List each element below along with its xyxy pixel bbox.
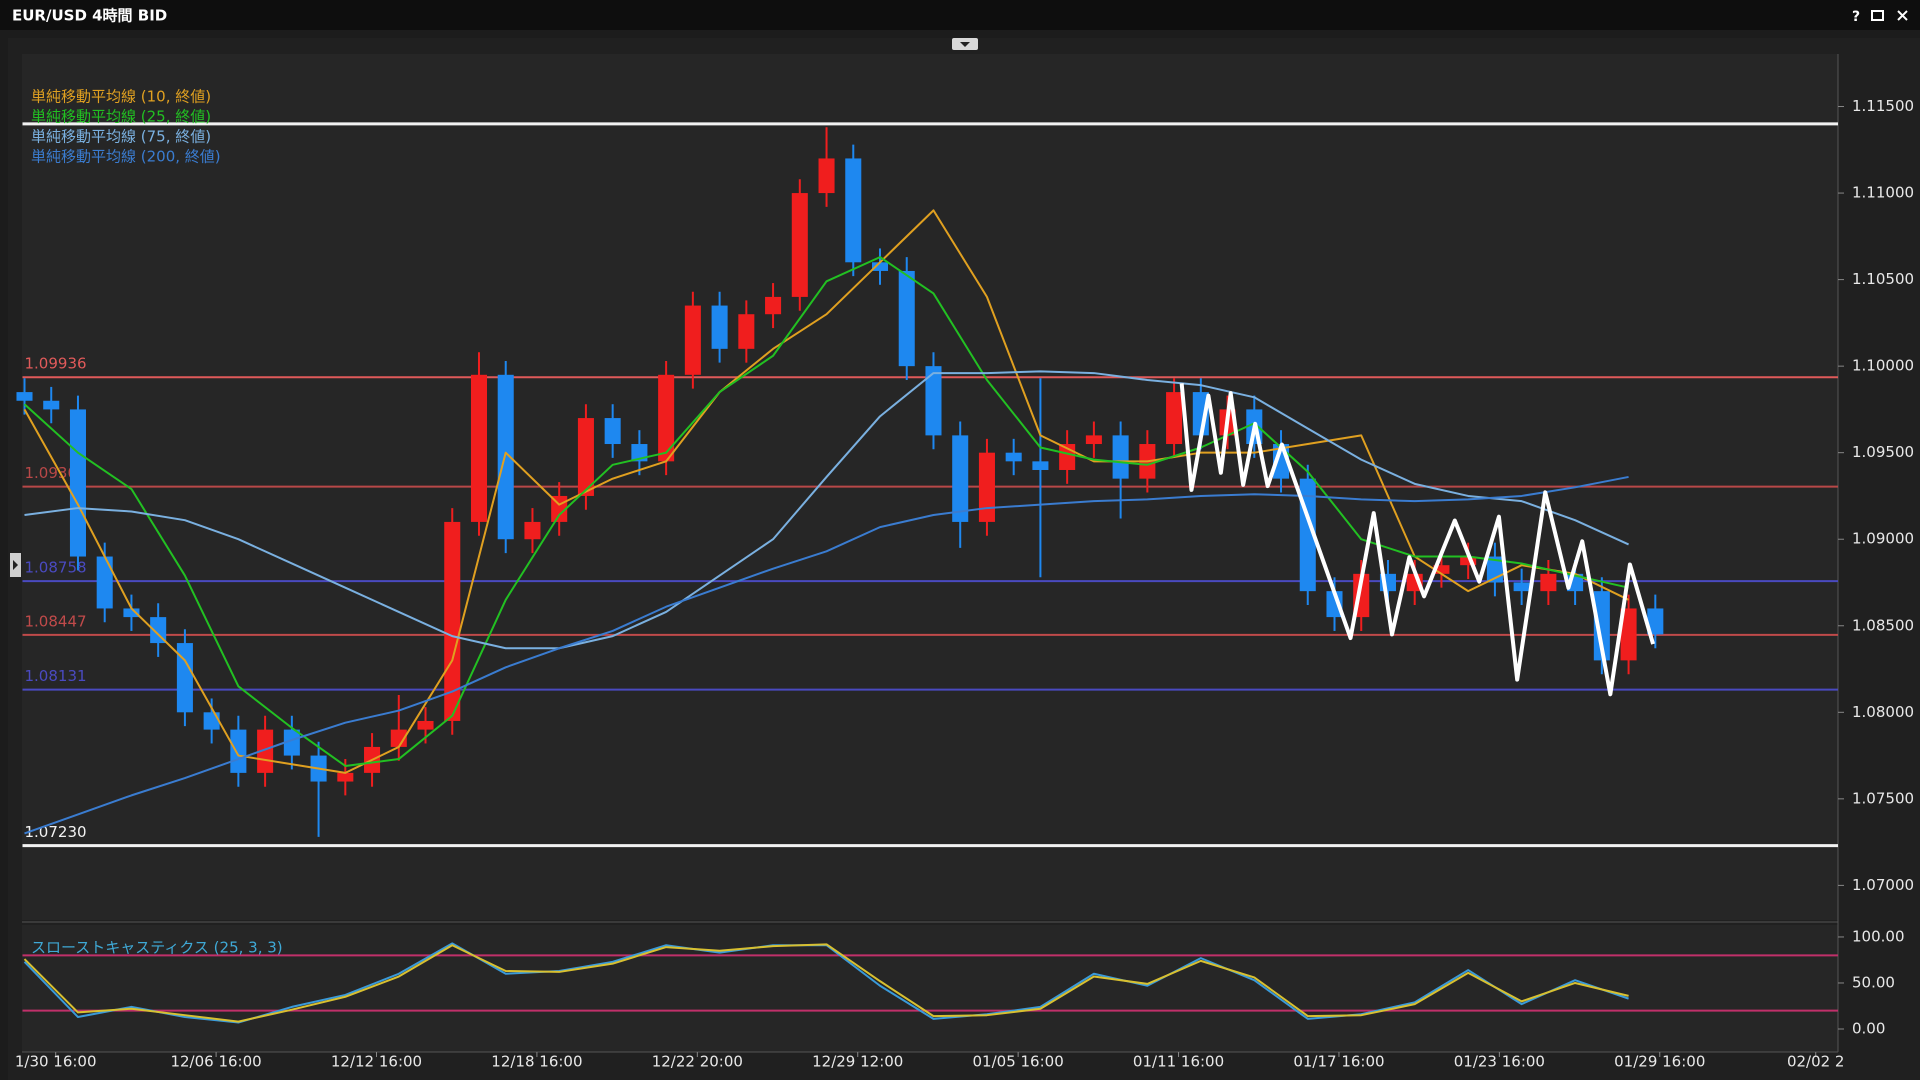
candle-body — [1112, 435, 1129, 479]
x-tick-label: 02/02 2 — [1787, 1053, 1845, 1071]
y-tick-label: 1.08500 — [1852, 616, 1914, 634]
candle-body — [978, 452, 995, 522]
candle-body — [497, 374, 514, 540]
y-tick-label: 1.09000 — [1852, 530, 1914, 548]
stochastic-plot-area — [22, 925, 1838, 1052]
candle-body — [1620, 608, 1637, 661]
x-tick-label: 01/29 16:00 — [1614, 1053, 1705, 1071]
candle-body — [845, 158, 862, 263]
candle-body — [1647, 608, 1664, 635]
x-tick-label: 01/23 16:00 — [1454, 1053, 1545, 1071]
legend-entry: 単純移動平均線 (75, 終値) — [31, 128, 211, 146]
candle-body — [16, 392, 33, 401]
oscillator-line — [23, 943, 1629, 1023]
candle-body — [604, 418, 621, 445]
candle-body — [1085, 435, 1102, 445]
y-tick-label: 0.00 — [1852, 1019, 1885, 1037]
close-button[interactable] — [1897, 10, 1908, 21]
x-tick-label: 12/29 12:00 — [812, 1053, 903, 1071]
help-button[interactable]: ? — [1852, 9, 1860, 25]
candle-body — [711, 305, 728, 349]
candle-body — [577, 418, 594, 496]
y-tick-label: 1.11000 — [1852, 184, 1914, 202]
title-bar — [0, 0, 1920, 30]
candle-body — [1326, 591, 1343, 618]
candle-body — [43, 400, 60, 410]
candle-body — [925, 366, 942, 436]
candle-body — [390, 729, 407, 747]
level-label: 1.07230 — [25, 823, 87, 841]
moving-average-line — [24, 370, 1629, 650]
candle-body — [871, 262, 889, 271]
y-tick-label: 1.10000 — [1852, 357, 1914, 375]
collapse-arrow — [960, 42, 970, 47]
candle-body — [1593, 591, 1610, 661]
moving-average-line — [23, 256, 1629, 767]
legend-entry: 単純移動平均線 (25, 終値) — [31, 108, 211, 126]
candle-body — [524, 521, 541, 540]
legend-entry: 単純移動平均線 (200, 終値) — [31, 148, 221, 166]
x-tick-label: 1/30 16:00 — [15, 1053, 97, 1071]
candle-body — [417, 720, 434, 730]
x-tick-label: 12/12 16:00 — [331, 1053, 422, 1071]
candle-body — [658, 374, 675, 462]
y-tick-label: 1.07000 — [1852, 876, 1914, 894]
level-label: 1.08131 — [25, 667, 87, 685]
candle-body — [1433, 565, 1450, 574]
y-tick-label: 1.07500 — [1852, 789, 1914, 807]
candle-body — [150, 617, 167, 644]
candle-body — [69, 409, 86, 557]
candle-body — [1166, 392, 1183, 445]
plot-layer: 1.07000 1.07500 1.08000 1.08500 1.09000 1.095… — [15, 88, 1914, 1071]
candle-body — [738, 314, 755, 349]
candle-body — [1540, 573, 1557, 592]
x-tick-label: 01/11 16:00 — [1133, 1053, 1224, 1071]
moving-average-line — [23, 209, 1630, 774]
candle-body — [818, 158, 835, 194]
y-tick-label: 1.11500 — [1852, 97, 1914, 115]
moving-average-line — [24, 475, 1629, 835]
candle-body — [684, 305, 701, 375]
candle-body — [176, 643, 193, 713]
candle-body — [337, 772, 354, 782]
level-label: 1.08447 — [25, 612, 87, 630]
y-tick-label: 1.09500 — [1852, 443, 1914, 461]
candle-body — [444, 521, 461, 721]
level-label: 1.08758 — [25, 559, 87, 577]
candle-body — [470, 374, 488, 522]
x-tick-label: 12/22 20:00 — [652, 1053, 743, 1071]
candle-body — [230, 729, 247, 773]
x-tick-label: 01/17 16:00 — [1293, 1053, 1384, 1071]
candle-body — [765, 296, 782, 315]
candle-body — [1460, 556, 1477, 566]
x-tick-label: 01/05 16:00 — [973, 1053, 1064, 1071]
candle-body — [1513, 582, 1530, 592]
candle-body — [96, 556, 113, 609]
y-tick-label: 1.08000 — [1852, 703, 1914, 721]
legend-entry: 単純移動平均線 (10, 終値) — [31, 88, 211, 106]
level-label: 1.09936 — [25, 355, 87, 373]
candle-body — [952, 435, 969, 522]
candle-body — [898, 270, 915, 367]
candle-body — [791, 193, 808, 297]
y-tick-label: 100.00 — [1852, 927, 1905, 945]
candle-body — [257, 729, 274, 773]
maximize-button[interactable] — [1871, 10, 1884, 21]
candle-body — [1005, 452, 1022, 462]
candle-body — [123, 608, 140, 618]
x-tick-label: 12/06 16:00 — [170, 1053, 261, 1071]
window-title: EUR/USD 4時間 BID — [12, 7, 167, 25]
y-tick-label: 50.00 — [1852, 973, 1895, 991]
y-tick-label: 1.10500 — [1852, 270, 1914, 288]
candle-body — [283, 729, 300, 756]
panel-title: スローストキャスティクス (25, 3, 3) — [31, 939, 283, 957]
side-handle-arrow — [13, 560, 18, 570]
zigzag-drawing — [1179, 383, 1656, 697]
candle-body — [203, 712, 220, 730]
candle-body — [1032, 461, 1049, 470]
x-tick-label: 12/18 16:00 — [491, 1053, 582, 1071]
